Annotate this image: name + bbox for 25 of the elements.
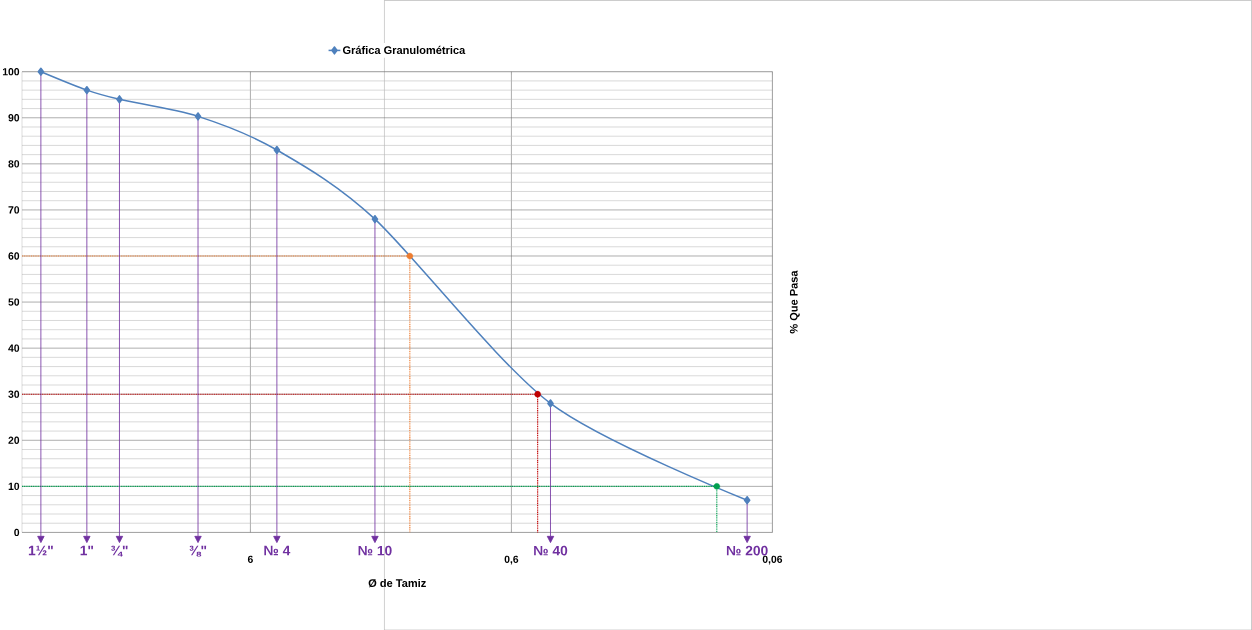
y-tick-label: 90 <box>8 113 20 122</box>
x-tick-label: 0,06 <box>762 555 783 565</box>
y-tick-label: 30 <box>8 390 20 398</box>
y-axis-title: % Que Pasa <box>789 270 800 334</box>
y-tick-label: 60 <box>8 252 20 260</box>
y-tick-label: 20 <box>8 436 20 444</box>
y-tick-label: 0 <box>14 528 20 536</box>
annotation: № 40 <box>534 545 568 556</box>
y-tick-label: 10 <box>8 482 20 490</box>
annotation: ¾" <box>111 545 128 557</box>
annotation: № 4 <box>264 545 291 555</box>
x-axis-title: Ø de Tamiz <box>368 578 426 588</box>
annotation: 1" <box>80 545 94 555</box>
y-tick-label: 40 <box>8 344 20 352</box>
y-tick-label: 70 <box>8 206 20 214</box>
annotation: 1½" <box>28 545 53 556</box>
x-tick-label: 6 <box>247 555 253 563</box>
annotation: ⅜" <box>189 545 207 557</box>
y-tick-label: 50 <box>8 298 20 306</box>
y-tick-label: 80 <box>8 159 20 168</box>
legend-label: Gráfica Granulométrica <box>342 45 466 54</box>
y-tick-label: 100 <box>2 67 20 76</box>
annotation: № 10 <box>358 545 392 556</box>
x-tick-label: 0,6 <box>504 555 519 565</box>
annotation: № 200 <box>726 545 768 556</box>
